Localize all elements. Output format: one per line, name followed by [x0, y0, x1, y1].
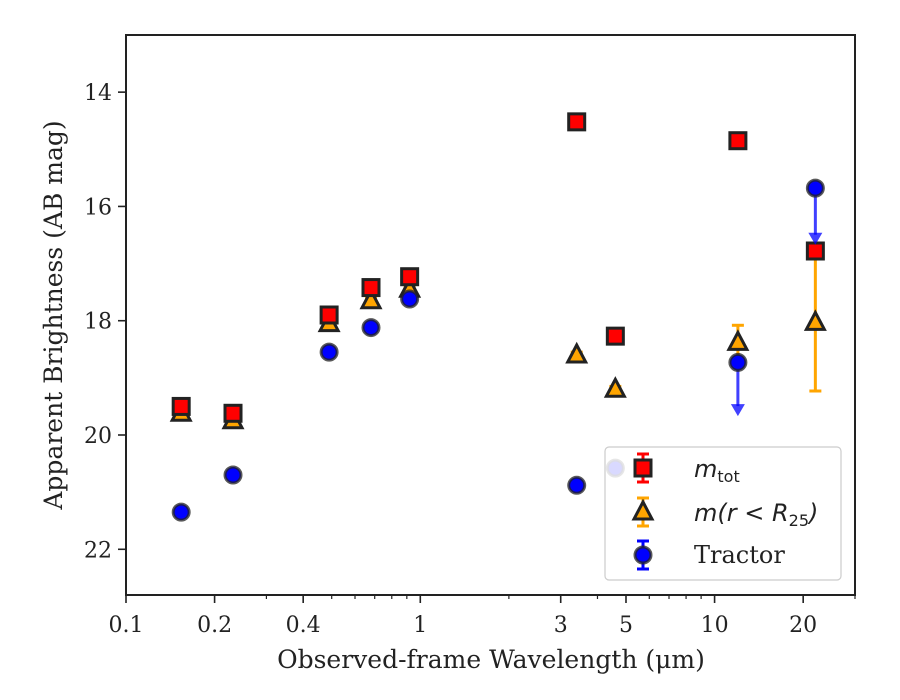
- plot-frame: [125, 34, 856, 596]
- x-tick-label: 3: [554, 613, 568, 638]
- data-point: [361, 318, 381, 338]
- data-point: [728, 131, 748, 151]
- data-point: [171, 502, 191, 522]
- data-point: [319, 342, 339, 362]
- x-tick-label: 5: [619, 613, 633, 638]
- limit-arrow-head: [730, 404, 745, 417]
- data-point: [805, 178, 825, 198]
- legend-entry: [631, 496, 655, 528]
- data-point: [728, 352, 748, 372]
- data-point: [603, 376, 627, 398]
- data-point: [605, 326, 625, 346]
- legend-entry: [633, 452, 653, 484]
- y-tick-label: 18: [84, 310, 112, 335]
- legend-entry: [633, 539, 653, 571]
- data-point: [400, 289, 420, 309]
- legend-marker: [633, 545, 653, 565]
- y-tick-label: 20: [84, 424, 112, 449]
- x-tick-label: 0.1: [109, 613, 144, 638]
- data-point: [726, 329, 750, 351]
- data-point: [567, 475, 587, 495]
- y-tick-label: 16: [84, 195, 112, 220]
- y-axis-title: Apparent Brightness (AB mag): [39, 120, 68, 510]
- legend-marker: [631, 498, 655, 521]
- data-point: [359, 287, 383, 310]
- data-point: [319, 305, 339, 325]
- legend-marker: [633, 458, 653, 478]
- series-triangle: [169, 252, 827, 430]
- y-tick-label: 14: [84, 81, 112, 106]
- x-tick-label: 10: [701, 613, 729, 638]
- data-point: [400, 267, 420, 287]
- x-tick-label: 20: [789, 613, 817, 638]
- data-point: [223, 403, 243, 423]
- legend-box: [604, 446, 842, 581]
- data-point: [565, 341, 589, 364]
- chart-axes: 0.1 0.2 0.4 1 3 5 10 20 14 16 18 20 22: [84, 34, 856, 638]
- data-point: [171, 396, 191, 416]
- data-point: [361, 278, 381, 298]
- data-point: [567, 112, 587, 132]
- x-axis-title: Observed-frame Wavelength (μm): [277, 645, 705, 674]
- x-tick-label: 0.4: [286, 613, 321, 638]
- x-tick-label: 1: [413, 613, 427, 638]
- legend-label-tractor: Tractor: [694, 541, 785, 569]
- series-square: [171, 112, 825, 423]
- data-point: [223, 465, 243, 485]
- y-tick-label: 22: [84, 538, 112, 563]
- limit-arrow-head: [808, 232, 823, 245]
- data-point: [805, 241, 825, 261]
- x-tick-label: 0.2: [197, 613, 232, 638]
- data-point: [803, 309, 827, 331]
